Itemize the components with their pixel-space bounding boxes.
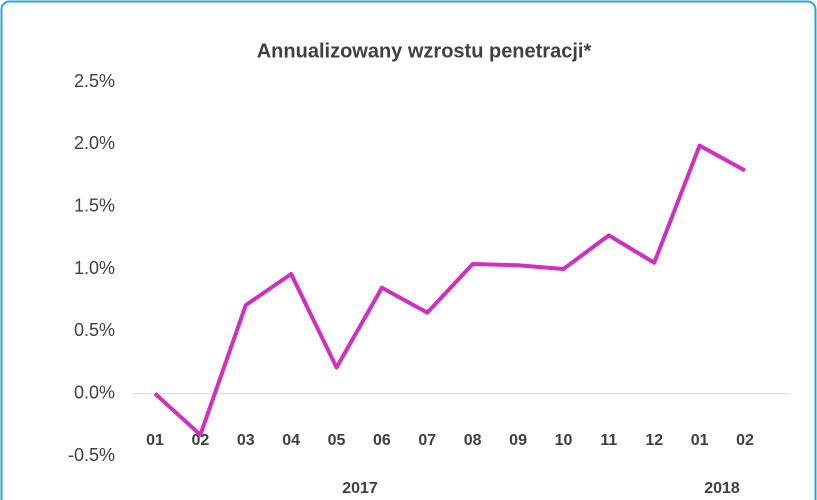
x-tick-label: 11 bbox=[600, 432, 617, 449]
y-tick-label: 2.0% bbox=[74, 133, 115, 153]
x-tick-label: 10 bbox=[555, 432, 573, 449]
year-label: 2017 bbox=[342, 480, 378, 497]
y-tick-label: 0.5% bbox=[74, 320, 115, 340]
chart-title: Annualizowany wzrostu penetracji* bbox=[257, 40, 592, 62]
y-tick-label: 1.5% bbox=[74, 195, 115, 215]
x-tick-label: 02 bbox=[736, 432, 754, 449]
x-tick-label: 01 bbox=[146, 432, 164, 449]
x-tick-label: 05 bbox=[328, 432, 346, 449]
x-tick-label: 03 bbox=[237, 432, 255, 449]
y-tick-label: 2.5% bbox=[74, 71, 115, 91]
year-label: 2018 bbox=[704, 480, 740, 497]
data-line bbox=[153, 143, 746, 437]
y-tick-label: 0.0% bbox=[74, 382, 115, 402]
x-tick-label: 08 bbox=[464, 432, 482, 449]
x-tick-label: 06 bbox=[373, 432, 391, 449]
x-tick-label: 02 bbox=[191, 432, 209, 449]
y-tick-label: -0.5% bbox=[68, 445, 115, 465]
y-tick-label: 1.0% bbox=[74, 258, 115, 278]
x-tick-label: 04 bbox=[282, 432, 300, 449]
x-tick-label: 09 bbox=[509, 432, 527, 449]
x-tick-label: 01 bbox=[691, 432, 709, 449]
x-tick-label: 12 bbox=[645, 432, 663, 449]
x-tick-label: 07 bbox=[418, 432, 436, 449]
